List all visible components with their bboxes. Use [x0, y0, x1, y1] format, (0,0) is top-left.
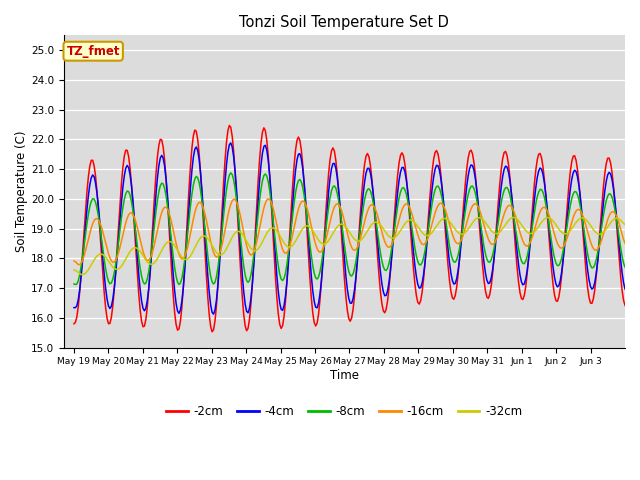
- Line: -2cm: -2cm: [74, 125, 625, 332]
- -32cm: [509, 215, 516, 220]
- -8cm: [108, 280, 115, 286]
- -8cm: [466, 186, 474, 192]
- Line: -32cm: -32cm: [74, 217, 625, 275]
- -8cm: [356, 227, 364, 232]
- -32cm: [108, 263, 115, 268]
- -2cm: [106, 321, 114, 326]
- -32cm: [355, 238, 363, 244]
- -32cm: [90, 257, 98, 263]
- -2cm: [208, 329, 216, 335]
- -8cm: [72, 282, 79, 288]
- -4cm: [548, 252, 556, 257]
- -4cm: [210, 312, 218, 317]
- -2cm: [225, 122, 233, 128]
- -2cm: [466, 149, 474, 155]
- -16cm: [466, 210, 474, 216]
- Text: TZ_fmet: TZ_fmet: [67, 45, 120, 58]
- Line: -16cm: -16cm: [74, 199, 625, 264]
- -16cm: [74, 262, 82, 267]
- -32cm: [70, 267, 78, 273]
- -8cm: [227, 170, 235, 176]
- Line: -4cm: -4cm: [74, 143, 625, 314]
- -4cm: [89, 172, 97, 178]
- -32cm: [621, 221, 629, 227]
- -4cm: [106, 306, 114, 312]
- -8cm: [620, 260, 627, 266]
- Legend: -2cm, -4cm, -8cm, -16cm, -32cm: -2cm, -4cm, -8cm, -16cm, -32cm: [162, 400, 527, 423]
- -16cm: [356, 236, 364, 242]
- -4cm: [466, 166, 474, 171]
- -2cm: [548, 267, 556, 273]
- -8cm: [621, 264, 629, 270]
- -8cm: [90, 196, 98, 202]
- -4cm: [356, 224, 364, 229]
- -2cm: [89, 157, 97, 163]
- -16cm: [70, 258, 78, 264]
- -2cm: [620, 298, 627, 303]
- -4cm: [227, 140, 235, 146]
- -16cm: [621, 240, 629, 246]
- -2cm: [70, 321, 78, 326]
- -4cm: [70, 305, 78, 311]
- -32cm: [465, 226, 472, 232]
- -2cm: [621, 302, 629, 308]
- Line: -8cm: -8cm: [74, 173, 625, 285]
- -16cm: [548, 221, 556, 227]
- -32cm: [620, 220, 627, 226]
- -32cm: [548, 216, 556, 222]
- Title: Tonzi Soil Temperature Set D: Tonzi Soil Temperature Set D: [239, 15, 449, 30]
- -8cm: [548, 240, 556, 245]
- -8cm: [70, 281, 78, 287]
- -16cm: [108, 258, 115, 264]
- -2cm: [356, 211, 364, 217]
- -16cm: [90, 218, 98, 224]
- -16cm: [264, 196, 272, 202]
- X-axis label: Time: Time: [330, 369, 359, 382]
- -16cm: [620, 237, 627, 242]
- Y-axis label: Soil Temperature (C): Soil Temperature (C): [15, 131, 28, 252]
- -32cm: [79, 272, 86, 277]
- -4cm: [621, 286, 629, 292]
- -4cm: [620, 280, 627, 286]
